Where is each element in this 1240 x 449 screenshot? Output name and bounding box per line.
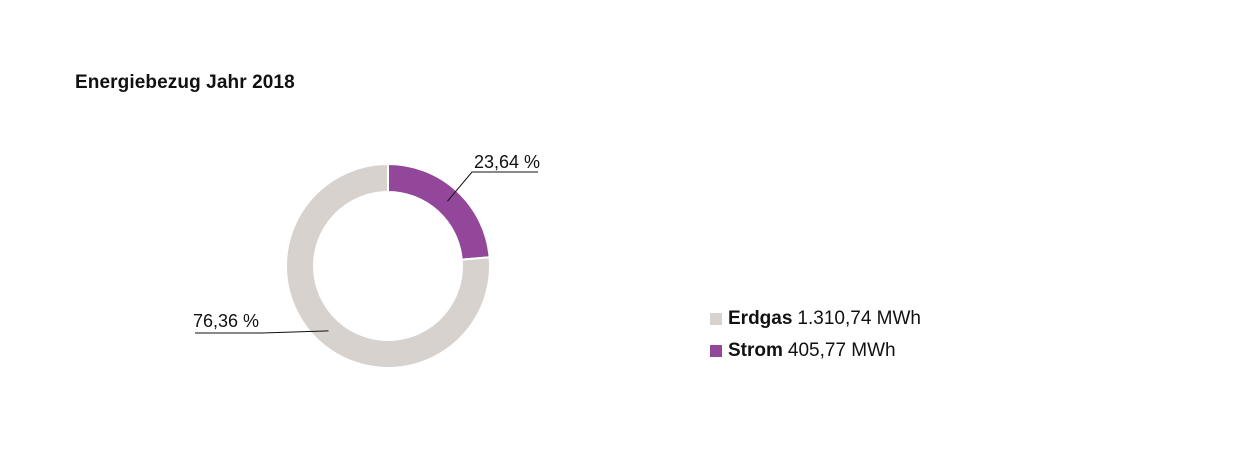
donut-slices	[285, 162, 491, 369]
legend-swatch-erdgas	[710, 313, 722, 325]
legend-label: Strom	[728, 340, 783, 361]
legend-item-erdgas: Erdgas 1.310,74 MWh	[710, 303, 921, 335]
legend-label: Erdgas	[728, 308, 793, 329]
slice-labels: 23,64 % 76,36 %	[193, 152, 540, 334]
legend-value: 1.310,74 MWh	[797, 308, 921, 329]
legend-value: 405,77 MWh	[787, 340, 896, 361]
slice-label-strom: 23,64 %	[474, 152, 540, 172]
chart-title: Energiebezug Jahr 2018	[75, 72, 295, 93]
slice-erdgas	[285, 162, 491, 369]
slice-label-erdgas: 76,36 %	[193, 311, 259, 331]
legend-swatch-strom	[710, 345, 722, 357]
legend: Erdgas 1.310,74 MWh Strom 405,77 MWh	[710, 303, 921, 367]
legend-item-strom: Strom 405,77 MWh	[710, 335, 921, 367]
leader-line-strom	[447, 171, 538, 202]
leader-line-erdgas	[195, 330, 329, 334]
slice-strom	[387, 162, 491, 261]
